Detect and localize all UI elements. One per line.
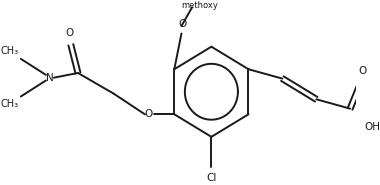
Text: O: O xyxy=(178,19,187,29)
Text: OH: OH xyxy=(364,122,380,132)
Text: methoxy: methoxy xyxy=(181,1,218,10)
Text: O: O xyxy=(144,109,152,119)
Text: N: N xyxy=(46,73,53,83)
Text: O: O xyxy=(66,28,74,38)
Text: O: O xyxy=(358,66,367,76)
Text: CH₃: CH₃ xyxy=(1,99,19,109)
Text: Cl: Cl xyxy=(206,174,217,184)
Text: CH₃: CH₃ xyxy=(1,46,19,56)
